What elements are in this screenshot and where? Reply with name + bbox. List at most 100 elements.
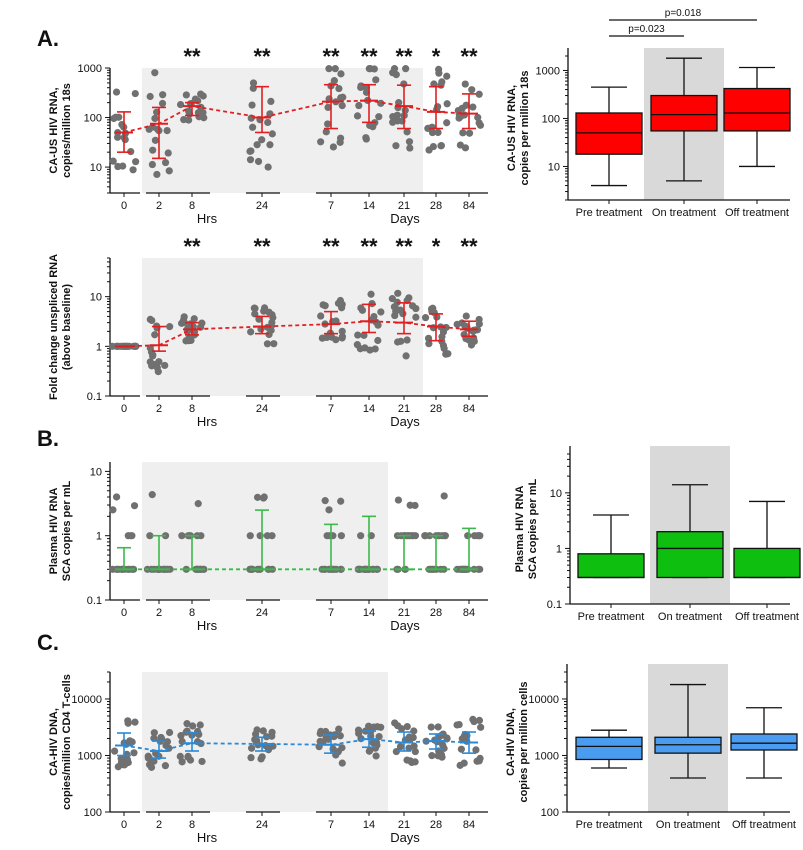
data-point bbox=[249, 84, 257, 92]
data-point bbox=[394, 289, 402, 297]
box-plot bbox=[577, 514, 645, 579]
data-point bbox=[440, 744, 448, 752]
data-point bbox=[132, 342, 140, 350]
data-point bbox=[161, 361, 169, 370]
data-point bbox=[335, 84, 343, 93]
data-point bbox=[401, 106, 409, 114]
panel-label-c: C. bbox=[37, 630, 59, 655]
data-point bbox=[392, 142, 400, 150]
data-point bbox=[475, 320, 483, 328]
data-point bbox=[403, 336, 411, 344]
data-point bbox=[443, 100, 451, 108]
data-point bbox=[246, 147, 254, 155]
significance-marker: * bbox=[432, 44, 441, 69]
x-tick-label: 7 bbox=[328, 200, 334, 212]
data-point bbox=[267, 97, 275, 105]
x-tick-label: 8 bbox=[189, 403, 195, 415]
data-point bbox=[128, 532, 136, 540]
data-point bbox=[354, 726, 363, 734]
data-point bbox=[149, 146, 157, 154]
data-point bbox=[392, 747, 400, 756]
data-point bbox=[184, 753, 192, 761]
data-point bbox=[391, 311, 399, 320]
y-axis-label: SCA copies per mL bbox=[61, 480, 73, 581]
data-point bbox=[430, 80, 438, 88]
data-point bbox=[428, 752, 436, 760]
panel-label-b: B. bbox=[37, 426, 59, 451]
x-tick-label: 24 bbox=[256, 819, 268, 831]
data-point bbox=[264, 118, 272, 127]
y-tick-label: 100 bbox=[541, 807, 559, 819]
data-point bbox=[317, 312, 325, 320]
x-tick-label: 0 bbox=[121, 200, 127, 212]
x-tick-label: 8 bbox=[189, 819, 195, 831]
data-point bbox=[399, 310, 407, 318]
data-point bbox=[178, 319, 186, 327]
data-point bbox=[462, 312, 470, 320]
data-point bbox=[442, 350, 450, 358]
data-point bbox=[146, 92, 154, 101]
data-point bbox=[410, 742, 418, 750]
y-tick-label: 10 bbox=[90, 162, 102, 174]
y-tick-label: 10 bbox=[548, 161, 560, 173]
data-point bbox=[473, 532, 482, 540]
x-tick-label: 0 bbox=[121, 403, 127, 415]
box-plot bbox=[575, 86, 643, 187]
data-point bbox=[154, 368, 162, 376]
data-point bbox=[331, 65, 339, 73]
data-point bbox=[389, 69, 397, 77]
data-point bbox=[421, 314, 430, 322]
significance-marker: ** bbox=[253, 234, 271, 259]
y-axis-label: CA-US HIV RNA, bbox=[48, 87, 60, 173]
y-tick-label: 1 bbox=[96, 531, 102, 543]
x-tick-label: 28 bbox=[430, 200, 442, 212]
x-group-label-days: Days bbox=[390, 211, 420, 226]
data-point bbox=[316, 729, 324, 738]
data-point bbox=[178, 532, 186, 540]
data-point bbox=[393, 338, 402, 346]
data-point bbox=[394, 496, 403, 504]
data-point bbox=[176, 752, 184, 760]
data-point bbox=[410, 727, 418, 735]
data-point bbox=[403, 722, 411, 731]
data-point bbox=[157, 733, 165, 742]
x-tick-label: 24 bbox=[256, 200, 268, 212]
data-point bbox=[377, 99, 385, 107]
x-tick-label: 2 bbox=[156, 200, 162, 212]
data-point bbox=[475, 716, 484, 725]
x-tick-label: 7 bbox=[328, 819, 334, 831]
p-value-label: p=0.018 bbox=[665, 8, 702, 19]
data-point bbox=[443, 734, 451, 742]
box-plot bbox=[650, 57, 718, 182]
data-point bbox=[158, 99, 167, 108]
data-point bbox=[393, 117, 402, 125]
data-point bbox=[335, 725, 343, 733]
data-point bbox=[260, 493, 268, 501]
data-point bbox=[427, 723, 435, 731]
data-point bbox=[268, 728, 276, 736]
data-point bbox=[150, 729, 158, 737]
data-point bbox=[338, 334, 346, 342]
data-point bbox=[161, 762, 170, 770]
data-point bbox=[336, 134, 345, 142]
x-tick-label: Off treatment bbox=[735, 611, 799, 623]
iqr-box bbox=[577, 553, 645, 579]
data-point bbox=[374, 321, 382, 329]
data-point bbox=[153, 170, 161, 179]
data-point bbox=[437, 142, 445, 150]
data-point bbox=[197, 90, 205, 98]
data-point bbox=[374, 336, 382, 345]
data-point bbox=[255, 315, 263, 323]
data-point bbox=[371, 744, 380, 752]
y-tick-label: 100 bbox=[542, 113, 560, 125]
data-point bbox=[366, 346, 374, 354]
data-point bbox=[161, 158, 170, 167]
data-point bbox=[353, 112, 362, 120]
data-point bbox=[475, 90, 483, 98]
x-tick-label: 21 bbox=[398, 607, 410, 619]
x-tick-label: 28 bbox=[430, 403, 442, 415]
x-tick-label: On treatment bbox=[656, 819, 720, 831]
data-point bbox=[151, 136, 160, 144]
y-axis-label: Fold change unspliced RNA bbox=[48, 254, 60, 400]
y-tick-label: 10000 bbox=[528, 694, 559, 706]
